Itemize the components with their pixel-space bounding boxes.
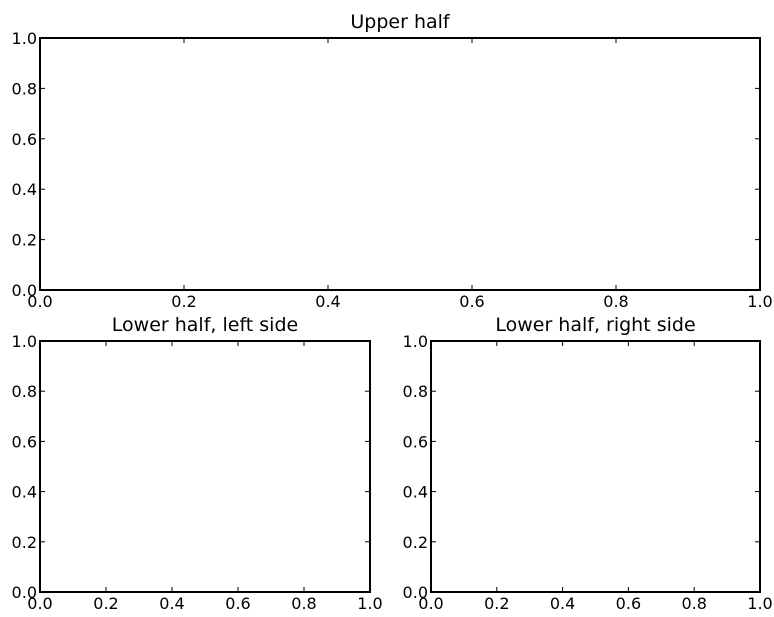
lower-left-ytick-label: 0.2 [12, 533, 37, 552]
lower-right-ytick-label: 1.0 [403, 332, 428, 351]
subplot-lower-right: Lower half, right side 0.0 0.2 0.4 0.6 0.8 1.0… [403, 314, 773, 613]
upper-half-ytick-label: 0.0 [12, 281, 37, 300]
upper-half-axes-frame [39, 37, 761, 291]
upper-half-xtick-label: 0.2 [171, 292, 196, 311]
upper-half-ytick-label: 0.4 [12, 180, 37, 199]
lower-left-xtick-label: 0.0 [27, 594, 52, 613]
lower-right-title: Lower half, right side [495, 314, 695, 336]
subplot-lower-left: Lower half, left side 0.0 0.2 0.4 0.6 0.8 1.0 0… [12, 314, 383, 613]
subplot-upper-half: Upper half 0.0 0.2 0.4 0.6 0.8 1.0 0.0 0.2 0.4 0.6… [12, 11, 773, 311]
upper-half-ytick-label: 0.6 [12, 130, 37, 149]
lower-right-ytick-label: 0.4 [403, 483, 428, 502]
lower-right-xtick-label: 0.4 [550, 594, 575, 613]
lower-left-xtick-label: 0.8 [291, 594, 316, 613]
lower-right-ytick-label: 0.2 [403, 533, 428, 552]
upper-half-ytick-label: 0.2 [12, 231, 37, 250]
lower-right-xtick-label: 0.8 [681, 594, 706, 613]
upper-half-xtick-label: 0.6 [459, 292, 484, 311]
lower-left-axes-frame [39, 340, 371, 593]
upper-half-xtick-label: 1.0 [747, 292, 772, 311]
lower-right-xtick-label: 0.2 [484, 594, 509, 613]
upper-half-xtick-label: 0.8 [603, 292, 628, 311]
lower-left-xtick-label: 1.0 [357, 594, 382, 613]
lower-right-xtick-label: 0.6 [616, 594, 641, 613]
lower-right-ytick-label: 0.0 [403, 583, 428, 602]
lower-right-ytick-label: 0.8 [403, 382, 428, 401]
upper-half-ytick-label: 0.8 [12, 79, 37, 98]
lower-right-axes-frame [430, 340, 761, 593]
upper-half-title: Upper half [350, 11, 451, 33]
lower-left-ytick-label: 0.8 [12, 382, 37, 401]
lower-left-title: Lower half, left side [112, 314, 298, 336]
upper-half-xtick-label: 0.0 [27, 292, 52, 311]
lower-left-ytick-label: 0.4 [12, 483, 37, 502]
lower-left-xtick-label: 0.4 [159, 594, 184, 613]
lower-left-ytick-label: 0.0 [12, 583, 37, 602]
upper-half-ytick-label: 1.0 [12, 29, 37, 48]
lower-right-xtick-label: 1.0 [747, 594, 772, 613]
lower-left-ytick-label: 1.0 [12, 332, 37, 351]
lower-right-xtick-label: 0.0 [418, 594, 443, 613]
upper-half-xtick-label: 0.4 [315, 292, 340, 311]
lower-left-xtick-label: 0.6 [225, 594, 250, 613]
lower-left-ytick-label: 0.6 [12, 432, 37, 451]
lower-right-ytick-label: 0.6 [403, 432, 428, 451]
lower-left-xtick-label: 0.2 [93, 594, 118, 613]
